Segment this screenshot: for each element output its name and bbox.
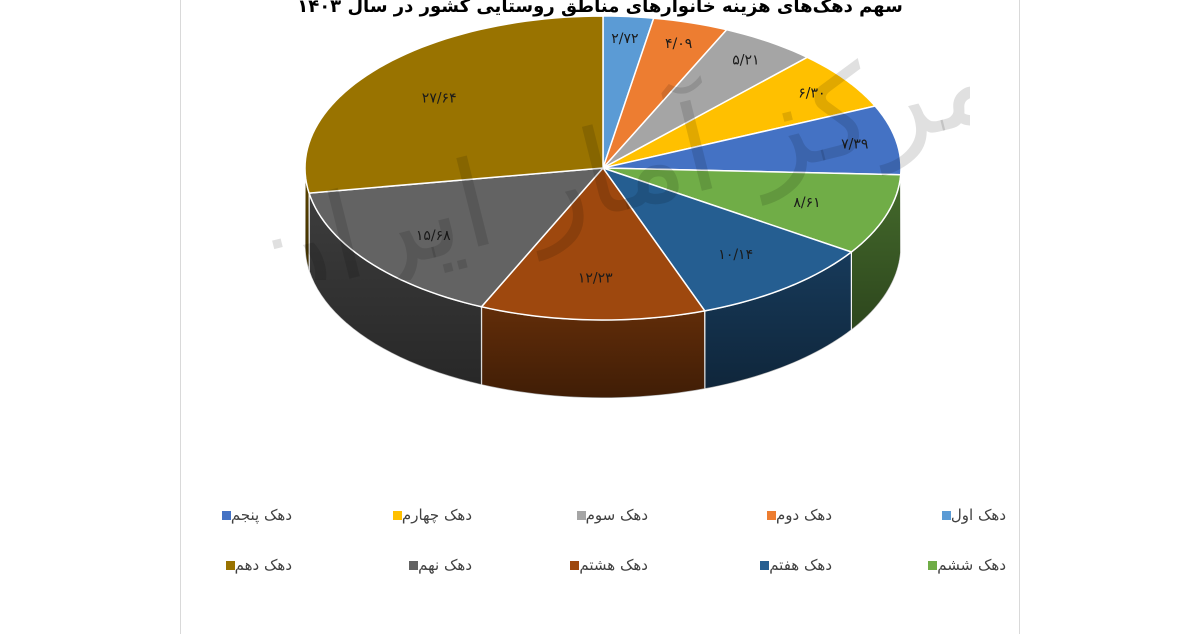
data-label-1: ۲/۷۲ xyxy=(611,31,638,47)
pie-side-shade-9 xyxy=(309,193,482,385)
legend-row-2: دهک ششم دهک هفتم دهک هشتم دهک نهم دهک دهم xyxy=(180,552,1020,582)
data-label-7: ۱۰/۱۴ xyxy=(718,247,753,263)
legend-label: دهک دهم xyxy=(234,556,292,574)
pie-side-shade-10 xyxy=(305,168,310,272)
legend: دهک اول دهک دوم دهک سوم دهک چهارم دهک پنجم د… xyxy=(180,500,1020,590)
legend-item-7: دهک هفتم xyxy=(752,556,832,574)
pie-slice-5 xyxy=(602,105,902,176)
legend-swatch xyxy=(570,560,580,570)
data-label-10: ۲۷/۶۴ xyxy=(422,90,457,106)
data-label-5: ۷/۳۹ xyxy=(841,137,868,153)
legend-item-8: دهک هشتم xyxy=(562,556,648,574)
pie-slice-6 xyxy=(602,167,902,253)
chart-title: سهم دهک‌های هزینه خانوارهای مناطق روستای… xyxy=(297,0,903,17)
pie-slice-3 xyxy=(602,28,809,169)
legend-swatch xyxy=(941,510,951,520)
legend-swatch xyxy=(225,560,235,570)
legend-item-4: دهک چهارم xyxy=(385,506,472,524)
legend-label: دهک نهم xyxy=(418,556,472,574)
legend-item-6: دهک ششم xyxy=(920,556,1006,574)
legend-label: دهک هفتم xyxy=(769,556,832,574)
pie-side-shade-8 xyxy=(481,306,705,398)
pie-slice-4 xyxy=(602,56,877,169)
legend-label: دهک سوم xyxy=(585,506,648,524)
legend-item-3: دهک سوم xyxy=(569,506,648,524)
pie-slice-9 xyxy=(308,167,605,308)
legend-swatch xyxy=(221,510,231,520)
pie-slice-10 xyxy=(304,15,604,194)
legend-item-10: دهک دهم xyxy=(218,556,292,574)
data-label-8: ۱۲/۲۳ xyxy=(578,270,613,286)
pie-slice-8 xyxy=(480,166,707,321)
legend-swatch xyxy=(576,510,586,520)
data-label-2: ۴/۰۹ xyxy=(665,36,692,52)
legend-item-1: دهک اول xyxy=(934,506,1006,524)
pie-side-shade-7 xyxy=(704,251,852,389)
legend-swatch xyxy=(760,560,770,570)
legend-label: دهک چهارم xyxy=(401,506,472,524)
legend-item-9: دهک نهم xyxy=(401,556,472,574)
legend-swatch xyxy=(409,560,419,570)
legend-swatch xyxy=(767,510,776,520)
legend-item-5: دهک پنجم xyxy=(214,506,292,524)
legend-label: دهک هشتم xyxy=(579,556,648,574)
data-label-6: ۸/۶۱ xyxy=(793,195,820,211)
legend-row-1: دهک اول دهک دوم دهک سوم دهک چهارم دهک پنجم xyxy=(180,502,1020,532)
legend-label: دهک دوم xyxy=(776,506,832,524)
legend-swatch xyxy=(928,560,938,570)
legend-label: دهک پنجم xyxy=(230,506,292,524)
data-label-4: ۶/۳۰ xyxy=(798,85,825,101)
legend-label: دهک اول xyxy=(950,506,1006,524)
legend-label: دهک ششم xyxy=(937,556,1006,574)
legend-swatch xyxy=(392,510,402,520)
pie-slice-2 xyxy=(602,17,729,169)
pie-slice-7 xyxy=(601,166,853,312)
pie-side-shade-6 xyxy=(851,174,901,330)
frame-line-left xyxy=(180,0,181,634)
frame-line-right xyxy=(1019,0,1020,634)
data-label-9: ۱۵/۶۸ xyxy=(416,228,451,244)
data-label-3: ۵/۲۱ xyxy=(732,53,759,69)
legend-item-2: دهک دوم xyxy=(759,506,832,524)
